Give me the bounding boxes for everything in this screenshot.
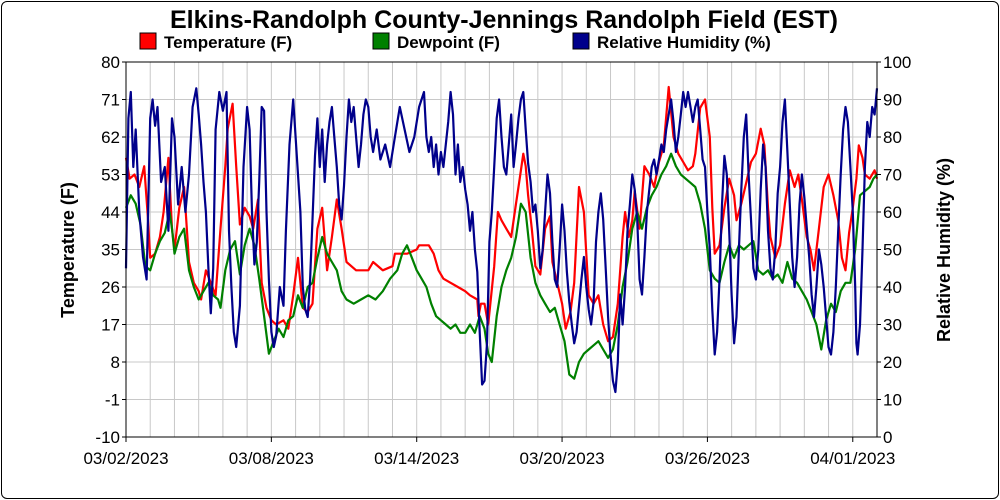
right-tick-label-2: 80 — [883, 128, 902, 147]
right-tick-label-0: 100 — [883, 53, 911, 72]
x-tick-label-0: 03/02/2023 — [83, 449, 168, 468]
right-tick-label-3: 70 — [883, 166, 902, 185]
right-tick-label-4: 60 — [883, 203, 902, 222]
legend-swatch-dewpoint — [372, 32, 390, 50]
left-tick-label-8: 8 — [111, 353, 120, 372]
grid — [126, 61, 877, 438]
left-tick-label-1: 71 — [101, 91, 120, 110]
right-tick-label-6: 40 — [883, 278, 902, 297]
right-tick-label-10: 0 — [883, 428, 892, 447]
left-tick-label-9: -1 — [105, 391, 120, 410]
legend-label-temperature: Temperature (F) — [164, 33, 292, 52]
right-tick-label-8: 20 — [883, 353, 902, 372]
legend: Temperature (F) Dewpoint (F) Relative Hu… — [139, 32, 771, 52]
legend-swatch-temperature — [139, 32, 157, 50]
left-axis: 80 71 62 53 44 35 26 17 8 -1 -10 — [95, 53, 126, 447]
legend-label-dewpoint: Dewpoint (F) — [397, 33, 500, 52]
x-tick-label-1: 03/08/2023 — [229, 449, 314, 468]
x-axis: 03/02/2023 03/08/2023 03/14/2023 03/20/2023… — [83, 437, 895, 468]
y2-axis-label: Relative Humidity (%) — [934, 158, 954, 342]
right-tick-label-9: 10 — [883, 391, 902, 410]
x-tick-label-2: 03/14/2023 — [374, 449, 459, 468]
legend-swatch-humidity — [572, 32, 590, 50]
x-tick-label-5: 04/01/2023 — [810, 449, 895, 468]
left-tick-label-5: 35 — [101, 241, 120, 260]
series-layer — [124, 85, 879, 394]
left-tick-label-3: 53 — [101, 166, 120, 185]
legend-label-humidity: Relative Humidity (%) — [597, 33, 771, 52]
x-tick-label-4: 03/26/2023 — [665, 449, 750, 468]
left-tick-label-4: 44 — [101, 203, 120, 222]
left-tick-label-7: 17 — [101, 316, 120, 335]
right-tick-label-1: 90 — [883, 91, 902, 110]
chart-title: Elkins-Randolph County-Jennings Randolph… — [170, 6, 838, 34]
series-line-2 — [124, 87, 879, 394]
left-tick-label-10: -10 — [95, 428, 120, 447]
right-tick-label-5: 50 — [883, 241, 902, 260]
y-axis-label: Temperature (F) — [58, 182, 78, 318]
series-line-1 — [124, 152, 878, 380]
x-tick-label-3: 03/20/2023 — [520, 449, 605, 468]
right-tick-label-7: 30 — [883, 316, 902, 335]
left-tick-label-2: 62 — [101, 128, 120, 147]
left-tick-label-0: 80 — [101, 53, 120, 72]
left-tick-label-6: 26 — [101, 278, 120, 297]
